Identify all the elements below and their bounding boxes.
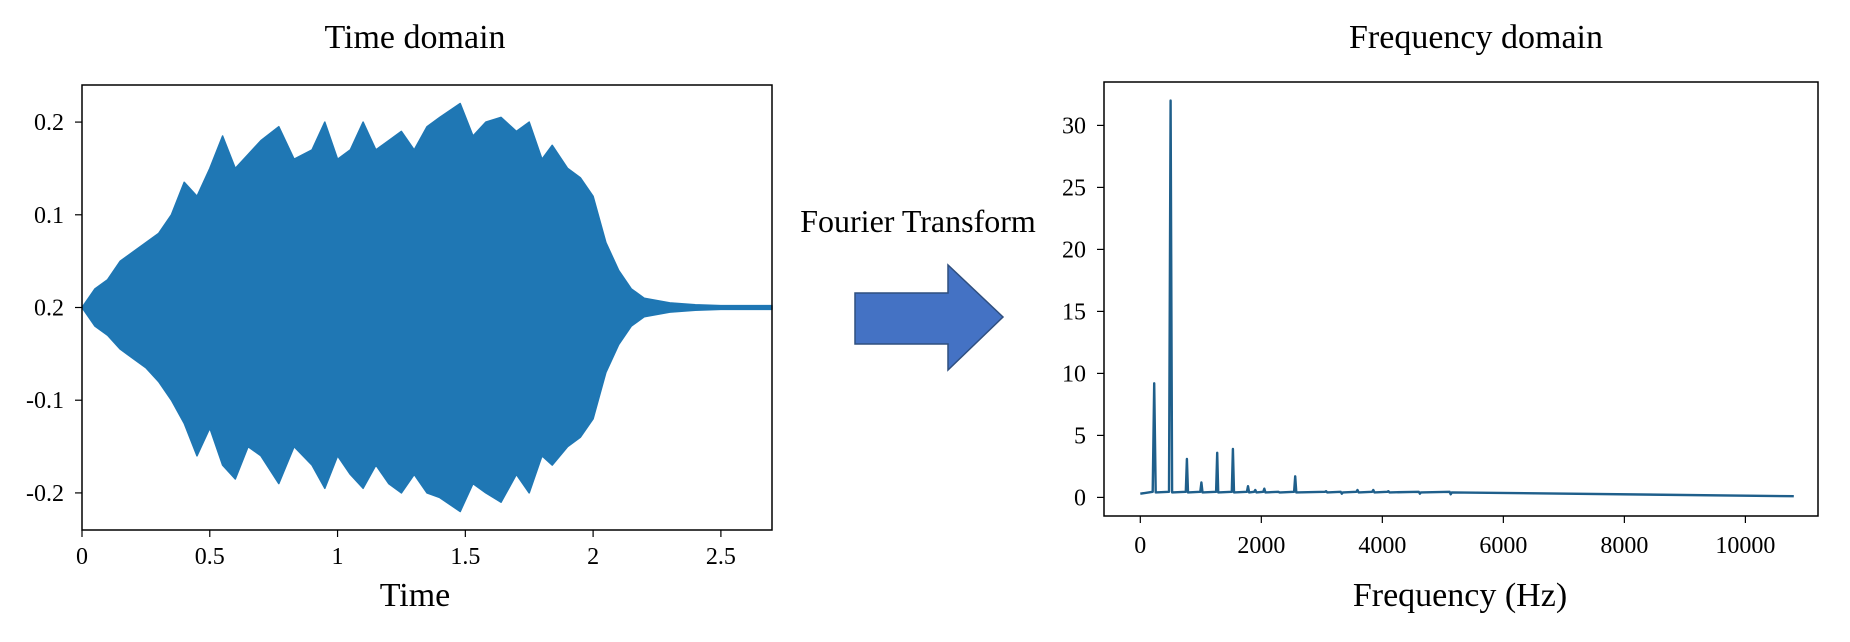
frequency-x-tick-label: 6000 [1479,533,1527,559]
fourier-transform-arrow: Fourier Transform [800,203,1036,372]
waveform-envelope [81,102,773,513]
time-chart-title: Time domain [324,19,505,56]
frequency-y-tick-label: 10 [1062,361,1086,387]
time-y-tick-label: 0.2 [34,110,64,136]
arrow-label: Fourier Transform [800,203,1036,239]
time-y-tick-label: 0.2 [34,296,64,322]
time-y-tick-label: 0.1 [34,203,64,229]
time-y-tick-label: -0.1 [26,388,64,414]
frequency-y-tick-label: 5 [1074,423,1086,449]
time-x-tick-label: 1.5 [450,544,480,570]
frequency-y-tick-label: 20 [1062,237,1086,263]
time-x-tick-label: 1 [332,544,344,570]
frequency-y-axis: 0 5 10 15 20 25 30 [1062,113,1104,511]
time-x-tick-label: 2 [587,544,599,570]
frequency-plot-area [1140,99,1794,498]
time-x-axis-label: Time [380,577,451,614]
frequency-x-tick-label: 0 [1134,533,1146,559]
frequency-x-tick-label: 8000 [1600,533,1648,559]
frequency-chart-title: Frequency domain [1349,19,1603,56]
frequency-plot-frame [1103,81,1819,517]
frequency-y-tick-label: 0 [1074,485,1086,511]
time-x-tick-label: 0 [76,544,88,570]
time-y-axis: 0.2 0.1 0.2 -0.1 -0.2 [26,110,82,507]
frequency-x-axis-label: Frequency (Hz) [1353,577,1567,614]
spectrum-line [1140,99,1794,498]
time-x-axis: 0 0.5 1 1.5 2 2.5 [76,530,736,570]
time-x-tick-label: 2.5 [706,544,736,570]
frequency-x-tick-label: 10000 [1715,533,1775,559]
frequency-domain-chart: Frequency domain 0 2000 4000 6000 8000 10000 … [1062,19,1819,614]
frequency-x-tick-label: 4000 [1358,533,1406,559]
time-domain-chart: Time domain 0 0.5 1 1.5 2 2.5 0.2 0.1 0.2 -0.1 -0… [26,19,773,614]
frequency-y-tick-label: 30 [1062,113,1086,139]
right-arrow-icon [854,263,1005,372]
time-x-tick-label: 0.5 [195,544,225,570]
time-y-tick-label: -0.2 [26,481,64,507]
frequency-y-tick-label: 15 [1062,299,1086,325]
time-plot-area [81,102,773,513]
frequency-y-tick-label: 25 [1062,175,1086,201]
frequency-x-axis: 0 2000 4000 6000 8000 10000 [1134,516,1775,559]
frequency-x-tick-label: 2000 [1237,533,1285,559]
